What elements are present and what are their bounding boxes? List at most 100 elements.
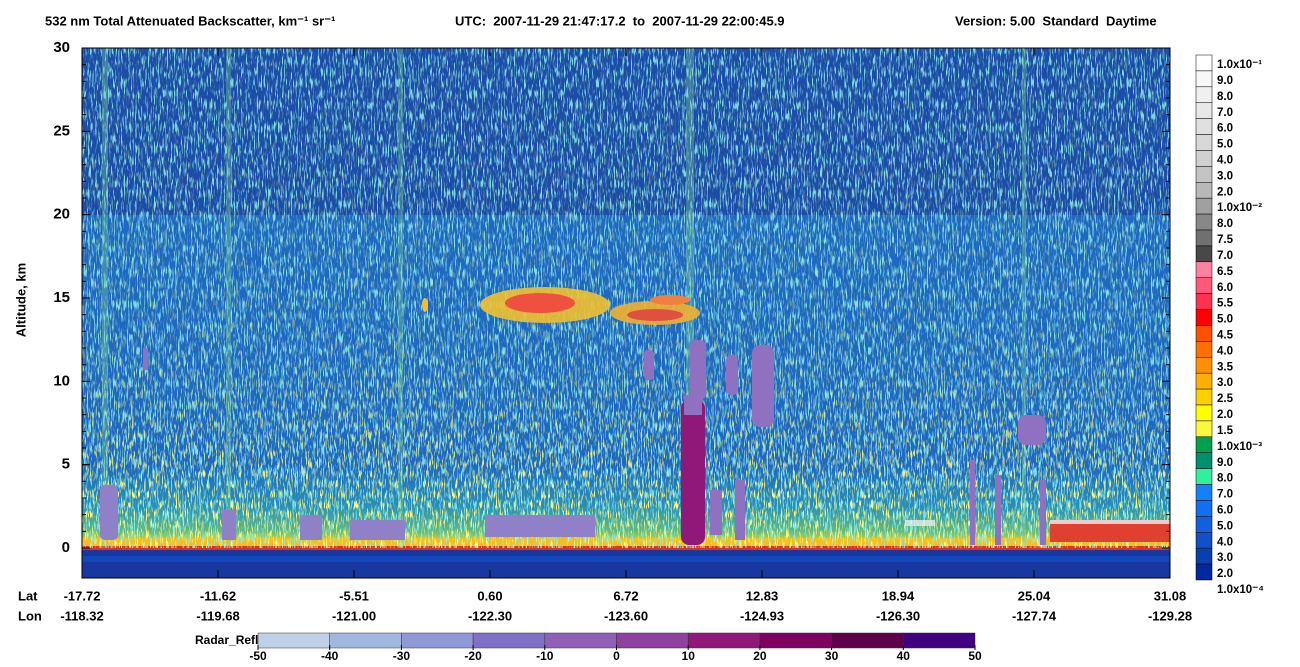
colorbar-label: 5.0 <box>1217 139 1233 151</box>
colorbar-label: 7.5 <box>1217 234 1234 246</box>
radar-tick-label: -10 <box>536 649 554 663</box>
x-row-label: Lat <box>18 588 38 603</box>
colorbar-swatch <box>1195 102 1213 119</box>
radar-echo <box>100 340 1170 545</box>
colorbar-label: 5.5 <box>1217 298 1234 310</box>
colorbar-label: 3.0 <box>1217 552 1233 564</box>
lon-tick-label: -129.28 <box>1148 608 1192 623</box>
colorbar-swatch <box>1195 182 1213 199</box>
y-tick-label: 10 <box>53 372 70 389</box>
colorbar-label: 2.0 <box>1217 186 1233 198</box>
colorbar-label: 1.0x10⁻² <box>1217 202 1262 214</box>
colorbar-label: 3.5 <box>1217 361 1234 373</box>
radar-colorbar-swatch <box>544 632 617 649</box>
colorbar-label: 8.0 <box>1217 473 1233 485</box>
colorbar-swatch <box>1195 166 1213 183</box>
colorbar-label: 6.5 <box>1217 266 1234 278</box>
radar-tick-label: -30 <box>393 649 411 663</box>
colorbar-label: 3.0 <box>1217 377 1233 389</box>
lat-tick-label: 12.83 <box>746 588 779 603</box>
colorbar-swatch <box>1195 372 1213 390</box>
colorbar-swatch <box>1195 261 1213 278</box>
colorbar-label: 6.0 <box>1217 123 1233 135</box>
colorbar-label: 1.0x10⁻¹ <box>1217 59 1262 71</box>
y-tick-label: 5 <box>62 456 70 473</box>
colorbar-swatch <box>1195 86 1213 103</box>
radar-colorbar-swatch <box>616 632 689 649</box>
colorbar-swatch <box>1195 532 1213 549</box>
colorbar-swatch <box>1195 245 1213 263</box>
colorbar-swatch <box>1195 404 1213 422</box>
radar-colorbar-swatch <box>759 632 832 649</box>
y-tick-label: 15 <box>53 289 70 306</box>
colorbar-label: 1.0x10⁻⁴ <box>1217 584 1264 596</box>
lon-tick-label: -118.32 <box>60 608 103 623</box>
colorbar-label: 2.0 <box>1217 568 1233 580</box>
colorbar-swatch <box>1195 547 1213 565</box>
colorbar-label: 4.0 <box>1217 536 1233 548</box>
colorbar-label: 5.0 <box>1217 520 1233 532</box>
lon-tick-label: -127.74 <box>1012 608 1057 623</box>
colorbar-swatch <box>1195 468 1213 485</box>
colorbar-swatch <box>1195 341 1213 358</box>
colorbar-label: 6.0 <box>1217 282 1233 294</box>
lon-tick-label: -121.00 <box>332 608 376 623</box>
y-tick-label: 30 <box>53 39 70 56</box>
colorbar-swatch <box>1195 118 1213 135</box>
radar-tick-label: 30 <box>825 649 839 663</box>
radar-tick-label: -40 <box>321 649 339 663</box>
colorbar-label: 7.0 <box>1217 489 1233 501</box>
colorbar-swatch <box>1195 563 1213 581</box>
radar-tick-label: 10 <box>682 649 696 663</box>
colorbar-label: 3.0 <box>1217 170 1233 182</box>
colorbar-swatch <box>1195 500 1213 517</box>
colorbar-label: 4.5 <box>1217 329 1234 341</box>
colorbar-swatch <box>1195 213 1213 231</box>
lon-tick-label: -119.68 <box>196 608 239 623</box>
colorbar-swatch <box>1195 452 1213 469</box>
radar-tick-label: 20 <box>753 649 767 663</box>
lat-tick-label: 31.08 <box>1154 588 1187 603</box>
y-axis-label: Altitude, km <box>13 263 28 337</box>
colorbar-swatch <box>1195 229 1213 247</box>
radar-colorbar-swatch <box>472 632 546 649</box>
colorbar-label: 8.0 <box>1217 91 1233 103</box>
lat-tick-label: -11.62 <box>200 588 236 603</box>
colorbar-swatch <box>1195 150 1213 167</box>
radar-tick-label: 50 <box>968 649 982 663</box>
radar-colorbar-swatch <box>401 632 474 649</box>
colorbar-label: 5.0 <box>1217 314 1233 326</box>
cirrus-cloud <box>422 287 700 325</box>
radar-tick-label: -20 <box>464 649 482 663</box>
colorbar-label: 2.5 <box>1217 393 1234 405</box>
colorbar-swatch <box>1195 420 1213 438</box>
time-range: UTC: 2007-11-29 21:47:17.2 to 2007-11-29… <box>455 13 785 28</box>
version: Version: 5.00 Standard Daytime <box>955 13 1157 28</box>
lat-tick-label: 6.72 <box>613 588 638 603</box>
colorbar-swatch <box>1195 516 1213 533</box>
lat-tick-label: 0.60 <box>477 588 502 603</box>
colorbar-label: 9.0 <box>1217 457 1233 469</box>
lon-tick-label: -123.60 <box>604 608 648 623</box>
colorbar-label: 8.0 <box>1217 218 1233 230</box>
colorbar-swatch <box>1195 70 1213 88</box>
radar-colorbar-swatch <box>329 632 402 649</box>
colorbar-label: 4.0 <box>1217 345 1233 357</box>
lon-tick-label: -126.30 <box>876 608 920 623</box>
colorbar-label: 9.0 <box>1217 75 1233 87</box>
lon-tick-label: -122.30 <box>468 608 512 623</box>
y-tick-label: 20 <box>53 206 70 223</box>
colorbar-swatch <box>1195 277 1213 294</box>
colorbar-label: 4.0 <box>1217 154 1233 166</box>
lat-tick-label: 18.94 <box>882 588 915 603</box>
colorbar-label: 2.0 <box>1217 409 1233 421</box>
y-tick-label: 25 <box>53 122 70 139</box>
colorbar-swatch <box>1195 436 1213 453</box>
lat-tick-label: -17.72 <box>64 588 101 603</box>
colorbar-label: 6.0 <box>1217 504 1233 516</box>
x-row-label: Lon <box>18 608 42 623</box>
lon-tick-label: -124.93 <box>740 608 784 623</box>
colorbar-swatch <box>1195 325 1213 342</box>
radar-tick-label: -50 <box>249 649 267 663</box>
